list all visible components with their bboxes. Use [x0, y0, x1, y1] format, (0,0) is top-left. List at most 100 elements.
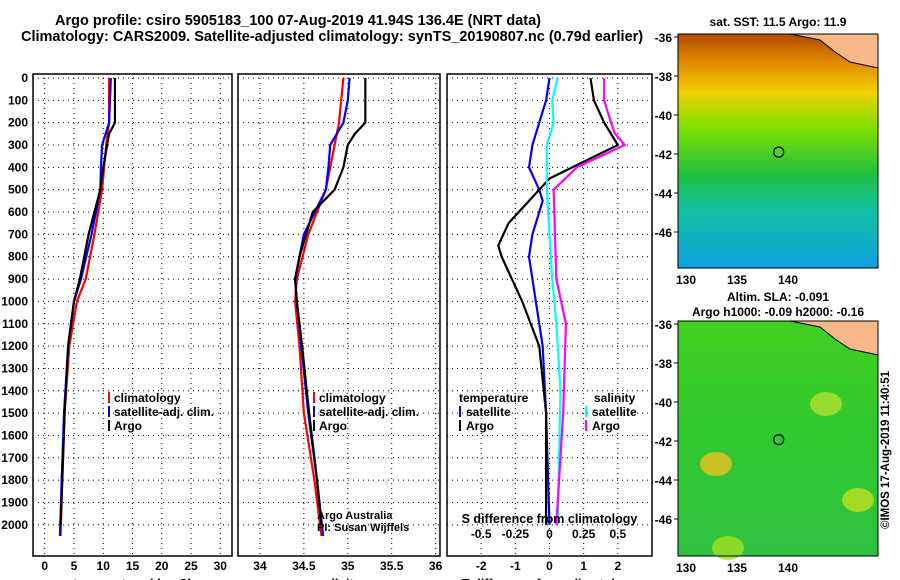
- legend-swatch: [313, 392, 315, 403]
- lat-tick-label: -44: [655, 187, 673, 201]
- legend-title: temperature: [459, 391, 529, 405]
- depth-tick-label: 2000: [1, 518, 28, 532]
- legend-swatch: [313, 420, 315, 431]
- x-tick-label: 25: [184, 559, 198, 573]
- argo-position-marker: [773, 146, 785, 158]
- lat-tick-label: -46: [655, 226, 673, 240]
- legend-label: satellite-adj. clim.: [319, 405, 419, 419]
- x-tick-label: -1: [510, 559, 521, 573]
- x-tick-label: 34.5: [292, 559, 316, 573]
- depth-tick-label: 500: [8, 183, 28, 197]
- depth-tick-label: 600: [8, 205, 28, 219]
- lat-tick-label: -42: [655, 148, 673, 162]
- x-tick-label: 15: [126, 559, 140, 573]
- map-title: Altim. SLA: -0.091: [727, 290, 829, 304]
- legend-label: satellite: [592, 405, 637, 419]
- legend-label: Argo: [319, 419, 347, 433]
- map-field: [678, 34, 878, 268]
- lon-tick-label: 140: [778, 561, 798, 575]
- map-2: [674, 320, 879, 560]
- legend-swatch: [585, 406, 587, 417]
- title-line-2: Climatology: CARS2009. Satellite-adjuste…: [21, 29, 644, 45]
- depth-tick-label: 1600: [1, 428, 28, 442]
- x-tick-label: 35.5: [380, 559, 404, 573]
- legend-label: climatology: [114, 391, 181, 405]
- x-axis-label: T difference from climatology: [462, 577, 637, 580]
- lat-tick-label: -38: [655, 357, 673, 371]
- legend-title: salinity: [594, 391, 636, 405]
- x-tick-label: 20: [155, 559, 169, 573]
- panel-frame: [237, 73, 441, 557]
- x2-tick-label: 0.25: [572, 527, 596, 541]
- series-line-t-satellite: [527, 77, 551, 525]
- map-frame: [677, 33, 879, 269]
- attribution-line: Argo Australia: [317, 510, 393, 522]
- lon-tick-label: 130: [676, 273, 696, 287]
- x2-axis-label: S difference from climatology: [462, 512, 638, 526]
- map-field: [678, 321, 878, 556]
- series-line-s-argo: [552, 78, 627, 525]
- lat-tick-label: -36: [655, 318, 673, 332]
- legend-label: Argo: [592, 419, 620, 433]
- series-line-satellite-adj-clim-: [58, 77, 112, 537]
- legend-label: Argo: [114, 419, 142, 433]
- series-line-t-argo: [497, 77, 620, 525]
- anomaly-blob: [700, 452, 732, 476]
- depth-tick-label: 1100: [2, 317, 28, 331]
- x-tick-label: 34: [253, 559, 267, 573]
- x2-tick-label: -0.5: [471, 527, 492, 541]
- series-line-climatology: [293, 77, 345, 537]
- lat-tick-label: -36: [655, 31, 673, 45]
- legend-swatch: [459, 420, 461, 431]
- lat-tick-label: -44: [655, 474, 673, 488]
- x-axis-label: salinity: [317, 577, 360, 580]
- legend-swatch: [108, 406, 110, 417]
- panel-frame: [446, 73, 653, 557]
- x-tick-label: 5: [71, 559, 78, 573]
- lat-tick-label: -46: [655, 513, 673, 527]
- x-tick-label: 2: [614, 559, 621, 573]
- depth-tick-label: 1500: [1, 406, 28, 420]
- map-title: sat. SST: 11.5 Argo: 11.9: [710, 15, 847, 29]
- x-axis-label: temperature (deg C): [73, 577, 192, 580]
- lon-tick-label: 135: [727, 273, 747, 287]
- legend-label: satellite-adj. clim.: [114, 405, 214, 419]
- x-tick-label: 1: [580, 559, 587, 573]
- depth-tick-label: 900: [8, 272, 28, 286]
- lat-tick-label: -38: [655, 70, 673, 84]
- depth-tick-label: 400: [8, 160, 28, 174]
- x-tick-label: 35: [341, 559, 355, 573]
- depth-tick-label: 700: [8, 227, 28, 241]
- depth-tick-label: 1000: [1, 294, 28, 308]
- series-line-argo: [293, 78, 367, 525]
- x-tick-label: 30: [214, 559, 228, 573]
- depth-tick-label: 100: [8, 93, 28, 107]
- depth-tick-label: 0: [21, 71, 28, 85]
- legend-label: Argo: [466, 419, 494, 433]
- depth-tick-label: 200: [8, 116, 28, 130]
- map-1: [674, 33, 879, 269]
- argo-position-marker: [773, 434, 785, 446]
- x-tick-label: 0: [546, 559, 553, 573]
- lon-tick-label: 140: [778, 273, 798, 287]
- legend-swatch: [585, 420, 587, 431]
- x-tick-label: -2: [476, 559, 487, 573]
- depth-tick-label: 1800: [1, 473, 28, 487]
- map-subtitle: Argo h1000: -0.09 h2000: -0.16: [692, 305, 864, 319]
- panel-frame: [32, 73, 233, 557]
- x2-tick-label: 0: [546, 527, 553, 541]
- credit-text: ©IMOS 17-Aug-2019 11:40:51: [880, 370, 892, 529]
- series-line-s-satellite: [545, 77, 562, 525]
- legend-swatch: [108, 420, 110, 431]
- legend-label: climatology: [319, 391, 386, 405]
- lat-tick-label: -40: [655, 396, 673, 410]
- depth-tick-label: 1700: [1, 451, 28, 465]
- legend-label: satellite: [466, 405, 511, 419]
- x2-tick-label: -0.25: [502, 527, 530, 541]
- panel-2: [237, 73, 441, 557]
- legend-swatch: [313, 406, 315, 417]
- x2-tick-label: 0.5: [609, 527, 626, 541]
- lon-tick-label: 135: [727, 561, 747, 575]
